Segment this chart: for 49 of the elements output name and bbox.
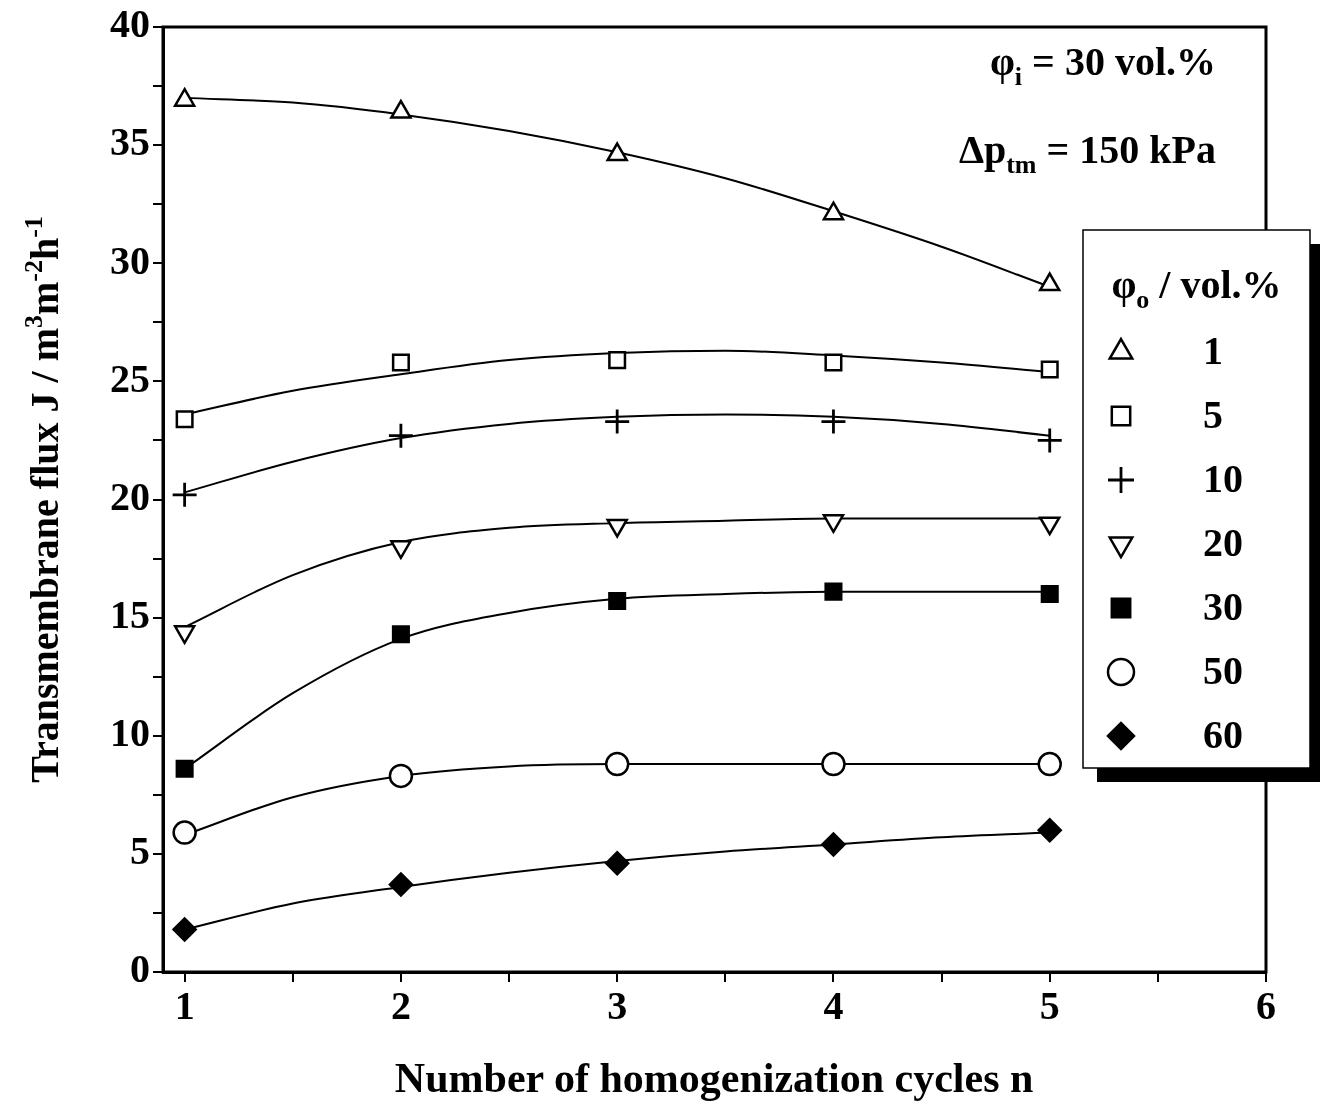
legend-label: 30 [1203,584,1243,630]
point [821,751,846,777]
point [1040,584,1059,604]
y-tick-label: 5 [130,828,150,874]
point [1037,751,1062,777]
legend-label: 5 [1203,392,1223,438]
y-tick-label: 25 [110,355,150,401]
legend-label: 10 [1203,456,1243,502]
y-tick-label: 0 [130,946,150,992]
point [608,592,627,611]
y-axis-title: Transmembrane flux J / m3m-2h-1 [19,216,67,783]
y-tick-label: 40 [110,1,150,47]
point [824,582,843,601]
point [824,353,843,372]
x-tick-label: 6 [1256,983,1276,1029]
point [388,423,413,448]
point [172,820,197,845]
point [391,353,410,372]
point [172,917,197,942]
x-tick-label: 5 [1039,983,1060,1029]
point [388,872,414,897]
y-tick-label: 20 [110,473,150,519]
point [1037,818,1062,843]
point [388,763,414,789]
legend-label: 50 [1203,648,1243,694]
y-tick-label: 15 [110,591,150,637]
x-tick-label: 2 [390,983,411,1029]
legend-label: 1 [1203,328,1223,374]
x-axis-title: Number of homogenization cycles n [394,1055,1034,1101]
y-tick-label: 35 [110,119,150,165]
point [1037,428,1062,453]
legend-label: 60 [1203,712,1243,758]
point [175,759,194,778]
legend-label: 20 [1203,520,1243,566]
point [391,625,410,644]
point [604,851,630,876]
point [1040,360,1059,379]
point [605,409,630,434]
point [175,410,194,429]
x-tick-label: 1 [174,983,195,1029]
point [172,482,197,507]
point [821,832,846,857]
x-tick-label: 3 [607,983,628,1029]
x-tick-label: 4 [823,983,844,1029]
point [608,351,627,370]
point [821,409,846,434]
y-tick-label: 10 [110,710,150,756]
point [604,751,630,777]
y-tick-label: 30 [110,237,150,283]
